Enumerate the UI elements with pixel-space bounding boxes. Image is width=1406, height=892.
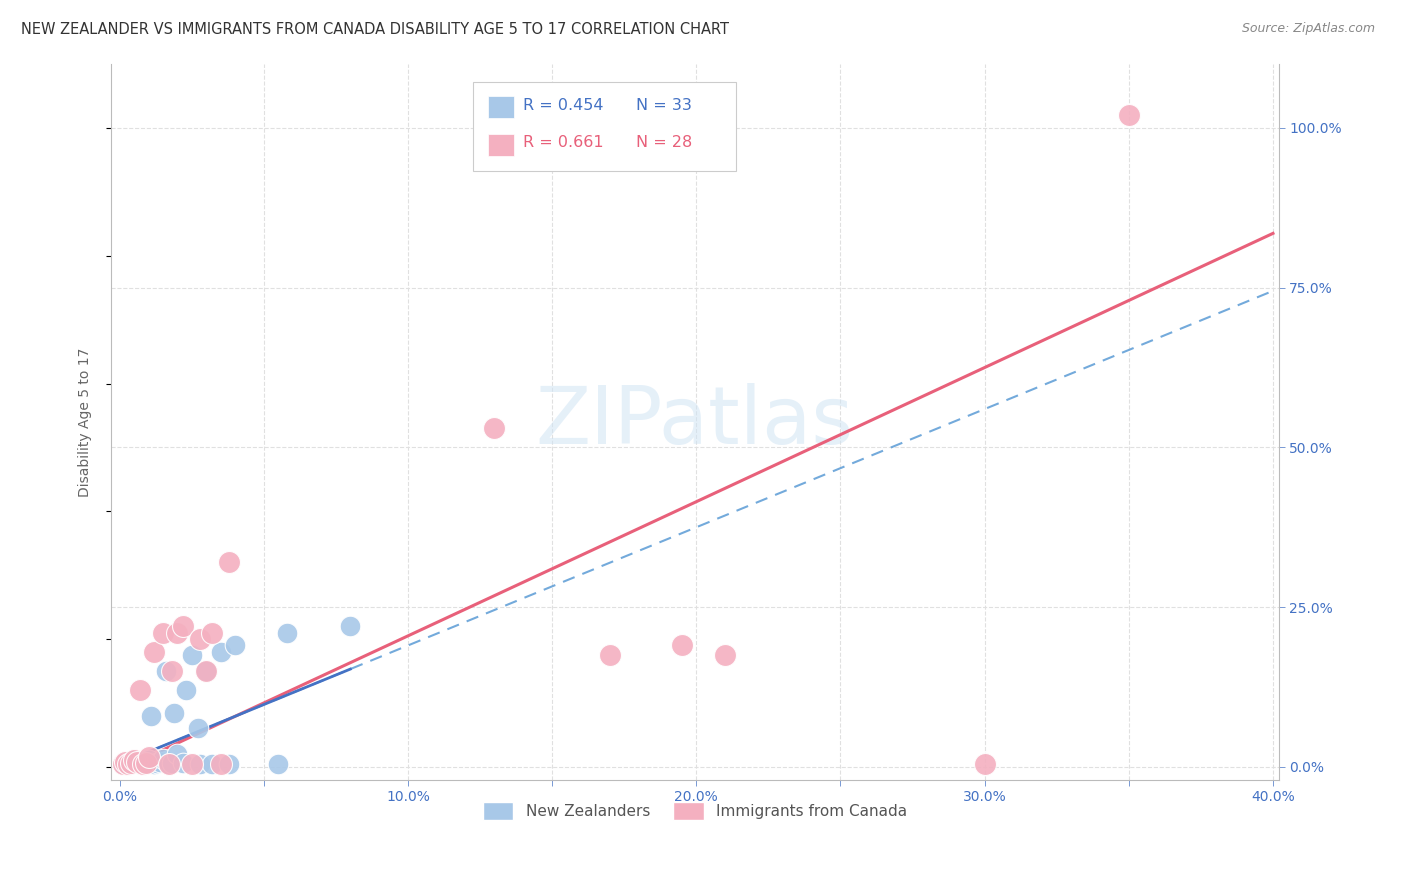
Point xyxy=(157,756,180,771)
Point xyxy=(155,664,177,678)
Point xyxy=(146,756,169,770)
Point xyxy=(180,648,202,662)
Point xyxy=(339,619,361,633)
Point xyxy=(143,645,166,659)
Point xyxy=(1118,108,1140,122)
Point xyxy=(166,625,188,640)
Text: ZIPatlas: ZIPatlas xyxy=(536,383,853,461)
Point xyxy=(209,756,232,771)
Point xyxy=(209,645,232,659)
Point xyxy=(166,747,188,761)
Text: NEW ZEALANDER VS IMMIGRANTS FROM CANADA DISABILITY AGE 5 TO 17 CORRELATION CHART: NEW ZEALANDER VS IMMIGRANTS FROM CANADA … xyxy=(21,22,730,37)
Point xyxy=(174,683,197,698)
Point xyxy=(120,756,142,770)
Point xyxy=(163,706,186,720)
Point xyxy=(218,555,240,569)
Point xyxy=(128,683,150,698)
Point xyxy=(138,754,160,768)
Point xyxy=(195,664,218,678)
Point xyxy=(152,625,174,640)
Point xyxy=(120,756,142,770)
Point xyxy=(149,756,172,770)
Point xyxy=(201,625,224,640)
Point xyxy=(195,664,218,678)
Legend: New Zealanders, Immigrants from Canada: New Zealanders, Immigrants from Canada xyxy=(477,796,912,826)
Y-axis label: Disability Age 5 to 17: Disability Age 5 to 17 xyxy=(79,347,93,497)
Point xyxy=(152,752,174,766)
Point xyxy=(172,619,194,633)
Text: R = 0.661: R = 0.661 xyxy=(523,136,603,150)
Text: Source: ZipAtlas.com: Source: ZipAtlas.com xyxy=(1241,22,1375,36)
Point xyxy=(125,756,148,770)
Point xyxy=(186,722,208,736)
Point xyxy=(111,756,134,771)
Point xyxy=(714,648,737,662)
Point xyxy=(160,664,183,678)
Point xyxy=(599,648,621,662)
Point xyxy=(190,756,212,771)
Point xyxy=(114,755,136,769)
Point xyxy=(138,750,160,764)
Point xyxy=(122,754,145,768)
Point xyxy=(135,756,157,770)
FancyBboxPatch shape xyxy=(472,82,735,171)
Point xyxy=(218,756,240,771)
Point xyxy=(111,756,134,771)
Point xyxy=(114,755,136,769)
Point xyxy=(180,756,202,771)
Point xyxy=(141,708,163,723)
Point xyxy=(224,639,246,653)
Point xyxy=(160,756,183,770)
Point xyxy=(172,756,194,770)
FancyBboxPatch shape xyxy=(488,134,513,155)
Text: R = 0.454: R = 0.454 xyxy=(523,98,603,113)
Point xyxy=(117,757,139,772)
Point xyxy=(484,421,506,435)
Point xyxy=(132,756,155,771)
Text: N = 28: N = 28 xyxy=(637,136,693,150)
Point xyxy=(276,625,298,640)
Point xyxy=(201,756,224,771)
FancyBboxPatch shape xyxy=(488,96,513,118)
Point xyxy=(128,756,150,771)
Point xyxy=(973,756,995,771)
Point xyxy=(125,756,148,770)
Point xyxy=(190,632,212,646)
Point xyxy=(135,755,157,769)
Text: N = 33: N = 33 xyxy=(637,98,692,113)
Point xyxy=(267,756,290,771)
Point xyxy=(122,754,145,768)
Point xyxy=(143,756,166,771)
Point xyxy=(157,756,180,771)
Point xyxy=(671,639,693,653)
Point xyxy=(132,756,155,770)
Point xyxy=(117,757,139,772)
